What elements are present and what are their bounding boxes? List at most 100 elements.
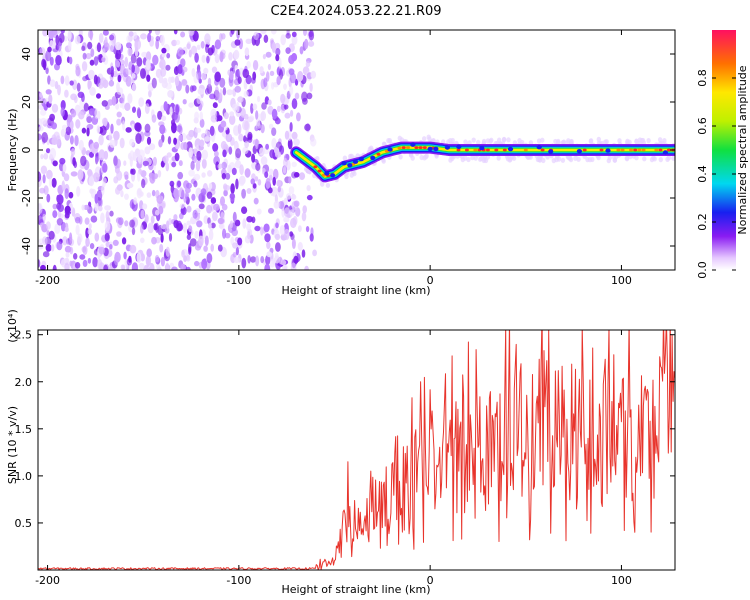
- noise-speckle: [174, 152, 180, 162]
- ridge-peak: [473, 148, 478, 152]
- noise-speckle: [275, 222, 279, 229]
- noise-speckle: [192, 209, 198, 219]
- noise-speckle: [78, 111, 85, 120]
- noise-speckle: [68, 39, 72, 51]
- y-tick-label: -40: [20, 237, 33, 255]
- noise-speckle: [137, 171, 141, 182]
- noise-speckle: [244, 47, 250, 57]
- ridge-halo: [642, 156, 647, 162]
- ridge-halo: [526, 154, 531, 160]
- ridge-peak: [666, 148, 671, 152]
- snr-frame: [37, 329, 676, 571]
- ridge-peak: [485, 148, 490, 152]
- noise-speckle: [52, 160, 58, 167]
- noise-speckle: [129, 219, 136, 228]
- noise-speckle: [191, 68, 196, 77]
- noise-speckle: [77, 169, 84, 181]
- noise-speckle: [79, 254, 86, 260]
- noise-speckle: [81, 61, 88, 72]
- noise-speckle: [274, 42, 281, 51]
- noise-speckle: [212, 211, 218, 222]
- ridge-halo: [634, 138, 639, 144]
- ridge-halo: [506, 137, 511, 143]
- noise-speckle: [263, 223, 270, 233]
- noise-speckle: [132, 106, 136, 113]
- noise-speckle: [301, 249, 306, 258]
- noise-speckle: [238, 133, 244, 142]
- noise-speckle: [76, 82, 81, 92]
- noise-speckle: [45, 244, 52, 252]
- noise-speckle: [201, 54, 206, 64]
- noise-speckle: [243, 113, 249, 120]
- noise-speckle: [221, 250, 227, 257]
- noise-speckle: [198, 235, 204, 247]
- noise-speckle: [246, 223, 251, 231]
- noise-speckle: [206, 55, 210, 64]
- ridge-peak: [540, 148, 545, 152]
- noise-speckle: [135, 122, 142, 133]
- noise-speckle: [185, 84, 190, 94]
- noise-speckle: [115, 41, 122, 51]
- noise-speckle: [39, 187, 46, 194]
- noise-speckle: [99, 125, 107, 136]
- noise-speckle: [155, 35, 160, 42]
- noise-speckle: [87, 169, 93, 177]
- noise-speckle: [299, 46, 304, 55]
- noise-speckle: [193, 173, 201, 181]
- noise-speckle: [222, 228, 227, 239]
- noise-speckle: [150, 215, 155, 224]
- noise-speckle: [158, 75, 164, 84]
- noise-speckle: [246, 216, 253, 223]
- noise-speckle: [297, 241, 303, 251]
- noise-speckle: [234, 160, 242, 169]
- noise-speckle: [263, 34, 269, 43]
- spectrogram-heatmap: [38, 30, 675, 270]
- noise-speckle: [242, 68, 250, 79]
- noise-speckle: [38, 171, 42, 183]
- noise-speckle: [49, 56, 54, 66]
- noise-speckle: [124, 220, 129, 227]
- noise-speckle: [137, 188, 142, 196]
- noise-speckle: [173, 214, 178, 221]
- noise-speckle: [229, 192, 236, 202]
- colorbar-ticks: 0.0 0.2 0.4 0.6 0.8: [696, 69, 736, 279]
- noise-speckle: [51, 103, 59, 113]
- ridge-blob: [507, 146, 514, 152]
- noise-speckle: [237, 76, 242, 84]
- noise-speckle: [82, 52, 87, 60]
- noise-speckle: [83, 102, 89, 112]
- noise-speckle: [40, 154, 44, 160]
- y-tick-label: 0.5: [15, 517, 33, 530]
- noise-speckle: [280, 34, 287, 46]
- noise-speckle: [110, 66, 114, 74]
- noise-speckle: [206, 191, 213, 199]
- noise-speckle: [274, 117, 281, 125]
- ridge-halo: [483, 157, 489, 164]
- noise-speckle: [146, 248, 152, 258]
- noise-speckle: [188, 102, 194, 108]
- noise-speckle: [271, 30, 277, 35]
- ridge-peak: [401, 146, 406, 150]
- noise-speckle: [89, 243, 95, 250]
- noise-speckle: [42, 30, 48, 37]
- noise-speckle: [204, 33, 211, 44]
- noise-speckle: [165, 262, 170, 270]
- ridge-halo: [511, 155, 517, 161]
- noise-speckle: [101, 117, 108, 126]
- noise-speckle: [229, 111, 235, 117]
- noise-speckle: [219, 77, 226, 88]
- noise-speckle: [123, 251, 127, 260]
- noise-speckle: [291, 131, 298, 140]
- noise-speckle: [214, 150, 219, 157]
- noise-speckle: [192, 148, 198, 155]
- ridge-halo: [540, 137, 545, 143]
- noise-speckle: [239, 164, 244, 176]
- noise-speckle: [168, 233, 173, 242]
- noise-speckle: [113, 130, 120, 141]
- noise-speckle: [160, 223, 167, 230]
- noise-speckle: [171, 39, 178, 47]
- noise-speckle: [206, 204, 213, 214]
- noise-speckle: [188, 30, 195, 36]
- noise-speckle: [112, 239, 119, 246]
- noise-speckle: [171, 266, 178, 270]
